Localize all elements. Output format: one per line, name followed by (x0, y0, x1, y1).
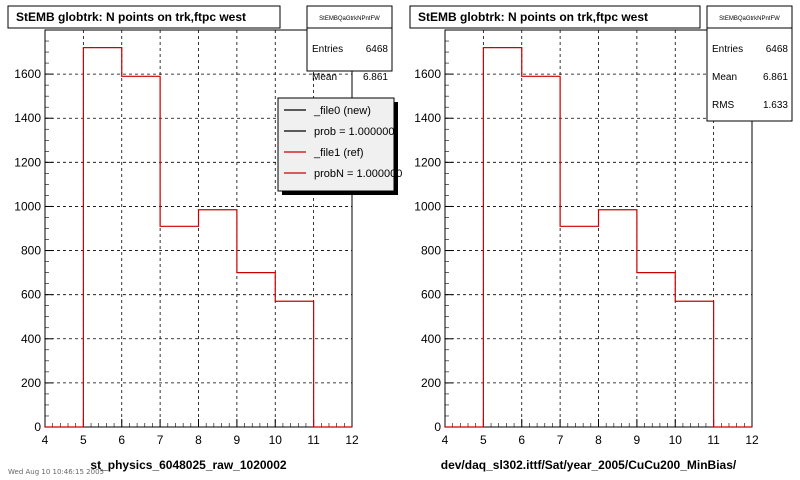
y-tick-label: 600 (21, 288, 41, 302)
x-tick-label: 5 (80, 433, 87, 447)
x-tick-label: 6 (518, 433, 525, 447)
x-tick-label: 11 (707, 433, 720, 447)
histogram-bin (83, 48, 121, 427)
chart-title: StEMB globtrk: N points on trk,ftpc west (418, 10, 648, 24)
y-tick-label: 0 (434, 420, 441, 434)
y-tick-label: 1400 (14, 111, 41, 125)
histogram-bin (522, 76, 560, 427)
y-tick-label: 1200 (14, 155, 41, 169)
x-axis-label: dev/daq_sl302.ittf/Sat/year_2005/CuCu200… (441, 458, 737, 472)
stats-value: 6468 (366, 44, 389, 55)
title-frame (409, 5, 701, 29)
legend: _file0 (new) prob = 1.000000 _file1 (ref) p… (277, 97, 402, 195)
x-tick-label: 4 (442, 433, 449, 447)
y-tick-label: 400 (21, 332, 41, 346)
y-tick-label: 800 (21, 244, 41, 258)
x-tick-label: 7 (157, 433, 164, 447)
x-tick-label: 12 (745, 433, 759, 447)
stats-name: StEMBQaGtrkNPntFW (319, 16, 380, 22)
stats-label: RMS (712, 100, 735, 111)
legend-label: probN = 1.000000 (314, 168, 402, 180)
y-tick-label: 1600 (414, 67, 441, 81)
stats-value: 6.861 (363, 72, 388, 83)
y-tick-label: 200 (21, 376, 41, 390)
y-tick-label: 600 (421, 288, 441, 302)
stats-label: Mean (712, 72, 737, 83)
histogram-bin (560, 226, 598, 427)
chart-title-box: StEMB globtrk: N points on trk,ftpc west (7, 5, 281, 29)
legend-label: _file1 (ref) (313, 147, 364, 159)
y-tick-label: 1000 (414, 199, 441, 213)
x-tick-label: 4 (42, 433, 49, 447)
x-tick-label: 10 (269, 433, 283, 447)
stats-name: StEMBQaGtrkNPntFW (719, 16, 780, 22)
x-tick-label: 7 (557, 433, 564, 447)
y-tick-label: 0 (34, 420, 41, 434)
x-tick-label: 6 (118, 433, 125, 447)
histogram-line (445, 47, 752, 428)
stats-value: 6468 (766, 44, 789, 55)
legend-label: prob = 1.000000 (314, 126, 394, 138)
stats-value: 6.861 (763, 72, 788, 83)
chart-panel-1: 4 5 6 7 8 9 10 11 12 0 200 400 600 800 1000 1200 1400 160… (7, 5, 402, 472)
y-tick-label: 200 (421, 376, 441, 390)
stats-box: StEMBQaGtrkNPntFW Entries 6468 Mean 6.861 RMS… (706, 5, 793, 122)
x-tick-label: 5 (480, 433, 487, 447)
histogram-bin (599, 210, 637, 427)
stats-label: Entries (712, 44, 743, 55)
stats-label: Entries (312, 44, 343, 55)
histogram-bin (675, 301, 713, 427)
chart-title: StEMB globtrk: N points on trk,ftpc west (16, 10, 246, 24)
chart-panel-2: 4 5 6 7 8 9 10 11 12 0 200 400 600 800 1000 1200 1400 160… (409, 5, 793, 472)
y-tick-label: 1600 (14, 67, 41, 81)
histogram-bin (483, 48, 521, 427)
stats-value: 1.633 (763, 100, 788, 111)
footer-timestamp: Wed Aug 10 10:46:15 2005 (8, 468, 104, 476)
x-tick-label: 9 (634, 433, 641, 447)
histogram-bin (160, 226, 198, 427)
x-tick-label: 11 (307, 433, 320, 447)
stats-frame (306, 5, 393, 72)
x-tick-label: 8 (595, 433, 602, 447)
stats-frame (706, 5, 793, 122)
histogram-line (45, 47, 352, 428)
histogram-bin (122, 76, 160, 427)
histogram-bin (637, 273, 675, 427)
y-tick-label: 1400 (414, 111, 441, 125)
y-tick-label: 400 (421, 332, 441, 346)
chart-title-box: StEMB globtrk: N points on trk,ftpc west (409, 5, 701, 29)
title-frame (7, 5, 281, 29)
x-tick-label: 8 (195, 433, 202, 447)
stats-box: StEMBQaGtrkNPntFW Entries 6468 Mean 6.861 (306, 5, 393, 83)
legend-frame (277, 97, 395, 192)
histogram-bin (275, 301, 313, 427)
legend-label: _file0 (new) (313, 105, 371, 117)
y-tick-label: 800 (421, 244, 441, 258)
x-tick-label: 9 (234, 433, 241, 447)
y-tick-label: 1000 (14, 199, 41, 213)
x-axis-label: st_physics_6048025_raw_1020002 (90, 458, 286, 472)
y-tick-label: 1200 (414, 155, 441, 169)
histogram-bin (237, 273, 275, 427)
x-tick-label: 12 (345, 433, 359, 447)
stats-label: Mean (312, 72, 337, 83)
x-tick-label: 10 (669, 433, 683, 447)
histogram-bin (199, 210, 237, 427)
